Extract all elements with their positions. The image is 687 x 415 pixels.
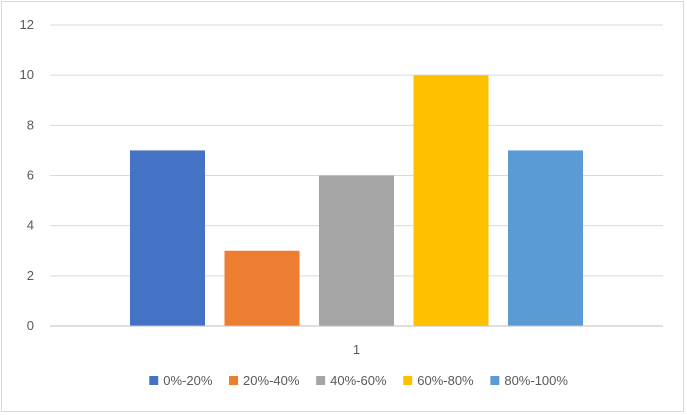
legend-label: 20%-40% [243,373,300,388]
legend-label: 60%-80% [417,373,474,388]
legend-swatch [149,376,159,385]
y-tick-label: 10 [20,67,34,82]
legend-label: 40%-60% [330,373,387,388]
y-tick-label: 8 [27,117,34,132]
legend-label: 0%-20% [163,373,213,388]
bar-80%-100% [508,150,583,326]
y-tick-label: 2 [27,268,34,283]
bar-40%-60% [319,175,394,326]
legend-swatch [316,376,326,385]
legend-swatch [403,376,413,385]
y-tick-label: 12 [20,17,34,32]
y-tick-label: 4 [27,218,34,233]
y-tick-label: 6 [27,168,34,183]
bar-20%-40% [224,250,300,326]
legend-swatch [490,376,500,385]
x-axis-category-label: 1 [353,342,360,357]
bar-60%-80% [413,75,489,327]
y-axis-tick-labels: 0 2 4 6 8 10 12 [20,17,34,333]
bar-series [130,75,583,327]
legend-label: 80%-100% [504,373,568,388]
legend: 0%-20% 20%-40% 40%-60% 60%-80% 80%-100% [149,373,568,388]
bar-0%-20% [130,150,205,326]
legend-swatch [229,376,239,385]
y-tick-label: 0 [27,318,34,333]
